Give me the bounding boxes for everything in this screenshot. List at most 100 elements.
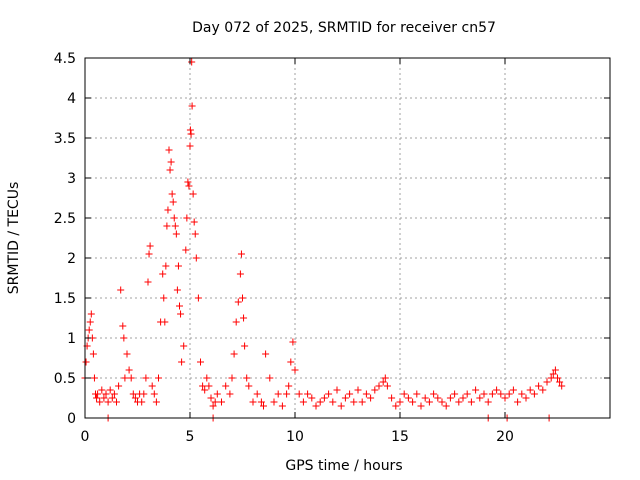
data-point [102, 390, 110, 398]
data-point [85, 326, 93, 334]
data-point [110, 390, 118, 398]
data-point [283, 390, 291, 398]
data-point [472, 386, 480, 394]
data-point [274, 390, 282, 398]
data-point [146, 242, 154, 250]
data-point [371, 386, 379, 394]
data-point [188, 58, 196, 66]
data-point [526, 386, 534, 394]
data-point [413, 390, 421, 398]
data-series-srmtid [81, 58, 566, 422]
data-point [459, 394, 467, 402]
data-point [127, 374, 135, 382]
data-point [396, 398, 404, 406]
data-point [467, 398, 475, 406]
data-point [249, 398, 257, 406]
data-point [245, 382, 253, 390]
data-point [168, 190, 176, 198]
x-tick-label: 20 [496, 429, 514, 445]
data-point [191, 230, 199, 238]
data-point [320, 394, 328, 402]
data-point [558, 382, 566, 390]
data-point [187, 130, 195, 138]
data-point [123, 350, 131, 358]
data-point [239, 294, 246, 302]
data-point [341, 394, 349, 402]
data-point [278, 402, 286, 410]
data-point [241, 342, 249, 350]
data-point [346, 390, 354, 398]
data-point [144, 278, 152, 286]
data-point [165, 146, 173, 154]
data-point [509, 386, 517, 394]
data-point [350, 398, 358, 406]
data-point [104, 398, 112, 406]
chart-title: Day 072 of 2025, SRMTID for receiver cn5… [192, 20, 496, 36]
data-point [463, 390, 471, 398]
data-point [163, 222, 171, 230]
data-point [554, 374, 561, 382]
data-point [213, 390, 221, 398]
data-point [125, 366, 133, 374]
data-point [514, 398, 522, 406]
data-point [211, 398, 219, 406]
data-point [186, 126, 194, 134]
data-point [425, 398, 433, 406]
y-tick-label: 0.5 [54, 371, 76, 387]
data-point [82, 358, 90, 366]
data-point [337, 402, 345, 410]
data-point [417, 402, 425, 410]
x-axis-ticks: 0 5 10 15 20 [81, 58, 514, 445]
data-point [201, 386, 209, 394]
data-point [155, 374, 162, 382]
data-point [442, 402, 450, 410]
data-point [188, 102, 196, 110]
data-point [186, 142, 194, 150]
data-point [148, 382, 156, 390]
data-point [312, 402, 320, 410]
y-axis-title: SRMTID / TECUs [6, 182, 22, 295]
data-point [178, 358, 186, 366]
data-point [291, 366, 299, 374]
data-point [180, 342, 188, 350]
data-point [392, 402, 400, 410]
y-tick-label: 4 [67, 91, 76, 107]
data-point [100, 394, 108, 402]
data-point [234, 298, 242, 306]
data-point [325, 390, 333, 398]
data-point [145, 250, 153, 258]
data-point [232, 318, 240, 326]
data-point [253, 390, 261, 398]
data-point [383, 382, 391, 390]
data-point [421, 394, 429, 402]
data-point [169, 198, 177, 206]
y-tick-label: 3 [67, 171, 76, 187]
data-point [501, 394, 509, 402]
data-point [430, 390, 438, 398]
data-point [113, 398, 120, 406]
data-point [270, 398, 278, 406]
data-point [159, 270, 167, 278]
data-point [192, 254, 200, 262]
x-tick-label: 10 [286, 429, 304, 445]
y-axis-ticks: 0 0.5 1 1.5 2 2.5 3 3.5 4 4.5 [54, 51, 610, 427]
data-point [236, 270, 244, 278]
data-point [289, 338, 297, 346]
data-point [451, 390, 459, 398]
data-point [522, 394, 530, 402]
data-point [106, 386, 114, 394]
data-point [493, 386, 501, 394]
data-point [530, 390, 538, 398]
data-point [182, 246, 190, 254]
data-point [409, 398, 417, 406]
data-point [400, 390, 408, 398]
data-point [243, 374, 251, 382]
data-point [177, 310, 185, 318]
data-point [90, 374, 98, 382]
data-point [354, 386, 362, 394]
data-point [379, 378, 387, 386]
data-point [162, 262, 170, 270]
data-point [543, 378, 551, 386]
data-point [183, 214, 191, 222]
